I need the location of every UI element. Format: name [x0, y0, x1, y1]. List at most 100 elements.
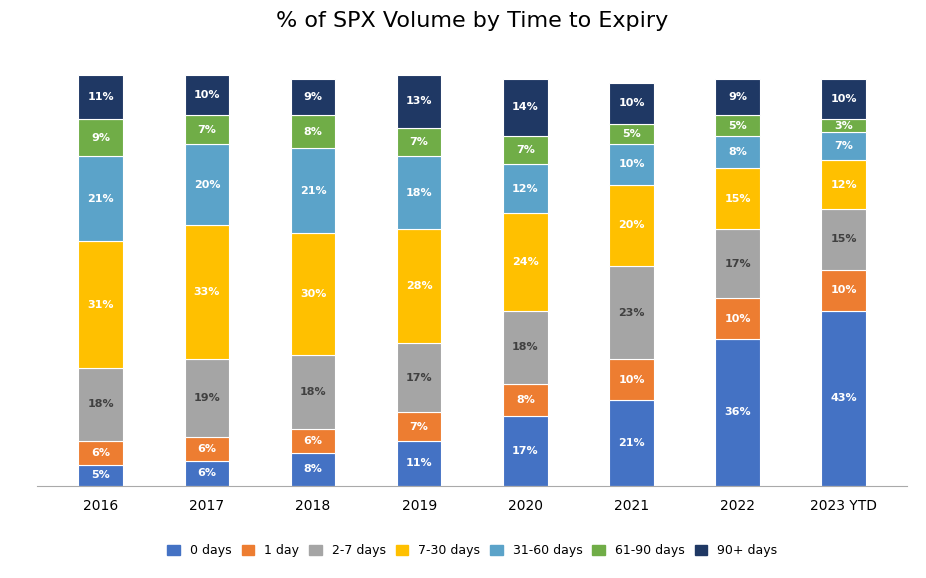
Text: 43%: 43%: [831, 393, 857, 403]
Bar: [821, 120, 866, 132]
Text: 6%: 6%: [197, 444, 217, 454]
Bar: [716, 168, 760, 229]
Text: 10%: 10%: [724, 314, 751, 324]
Bar: [821, 132, 866, 160]
Bar: [821, 209, 866, 270]
Bar: [79, 156, 123, 242]
Text: 5%: 5%: [728, 121, 747, 131]
Bar: [716, 339, 760, 486]
Text: 6%: 6%: [92, 448, 110, 458]
Text: 9%: 9%: [304, 92, 322, 102]
Text: 10%: 10%: [619, 375, 644, 385]
Bar: [79, 441, 123, 465]
Bar: [291, 79, 335, 116]
Bar: [184, 437, 229, 461]
Bar: [184, 144, 229, 225]
Bar: [291, 148, 335, 234]
Text: 10%: 10%: [831, 286, 857, 295]
Bar: [716, 136, 760, 168]
Bar: [503, 310, 547, 384]
Text: 20%: 20%: [194, 180, 220, 190]
Bar: [184, 116, 229, 144]
Text: 31%: 31%: [87, 299, 114, 310]
Bar: [79, 242, 123, 368]
Text: 10%: 10%: [619, 159, 644, 169]
Text: 6%: 6%: [304, 436, 322, 446]
Text: 8%: 8%: [304, 464, 322, 475]
Text: 18%: 18%: [512, 342, 539, 352]
Text: 21%: 21%: [87, 194, 114, 204]
Bar: [397, 412, 442, 441]
Bar: [79, 368, 123, 441]
Text: 5%: 5%: [92, 470, 110, 480]
Text: 17%: 17%: [406, 373, 432, 383]
Bar: [609, 360, 654, 400]
Text: 8%: 8%: [516, 395, 535, 405]
Bar: [291, 234, 335, 355]
Bar: [79, 120, 123, 156]
Bar: [821, 160, 866, 209]
Text: 15%: 15%: [724, 194, 751, 204]
Bar: [716, 79, 760, 116]
Bar: [184, 461, 229, 486]
Bar: [291, 355, 335, 428]
Bar: [291, 453, 335, 486]
Bar: [397, 75, 442, 128]
Bar: [609, 83, 654, 124]
Text: 7%: 7%: [197, 125, 217, 135]
Bar: [79, 465, 123, 486]
Bar: [716, 229, 760, 298]
Text: 10%: 10%: [194, 90, 220, 100]
Bar: [397, 128, 442, 156]
Text: 21%: 21%: [619, 438, 644, 448]
Text: 18%: 18%: [406, 188, 432, 198]
Bar: [503, 384, 547, 416]
Bar: [291, 428, 335, 453]
Text: 17%: 17%: [512, 446, 539, 456]
Bar: [503, 213, 547, 310]
Text: 12%: 12%: [512, 184, 539, 194]
Text: 3%: 3%: [834, 121, 853, 131]
Text: 12%: 12%: [831, 180, 857, 190]
Text: 5%: 5%: [622, 129, 641, 139]
Text: 7%: 7%: [409, 137, 429, 147]
Bar: [609, 266, 654, 360]
Bar: [79, 75, 123, 120]
Bar: [609, 184, 654, 266]
Text: 8%: 8%: [728, 147, 747, 157]
Text: 19%: 19%: [194, 393, 220, 403]
Text: 24%: 24%: [512, 257, 539, 267]
Text: 18%: 18%: [87, 399, 114, 409]
Bar: [397, 229, 442, 343]
Bar: [821, 270, 866, 310]
Text: 30%: 30%: [300, 290, 326, 299]
Bar: [184, 225, 229, 360]
Bar: [397, 441, 442, 486]
Text: 23%: 23%: [619, 307, 644, 318]
Text: 7%: 7%: [516, 145, 535, 155]
Text: 28%: 28%: [406, 281, 432, 291]
Text: 10%: 10%: [831, 94, 857, 104]
Bar: [503, 164, 547, 213]
Bar: [821, 310, 866, 486]
Bar: [609, 144, 654, 184]
Bar: [821, 79, 866, 120]
Text: 15%: 15%: [831, 235, 857, 244]
Text: 21%: 21%: [300, 186, 326, 195]
Text: 36%: 36%: [724, 407, 751, 417]
Bar: [184, 360, 229, 437]
Text: 33%: 33%: [194, 287, 220, 297]
Text: 18%: 18%: [300, 387, 326, 397]
Text: 6%: 6%: [197, 468, 217, 479]
Bar: [716, 298, 760, 339]
Text: 17%: 17%: [724, 259, 751, 269]
Text: 7%: 7%: [834, 141, 853, 151]
Text: 20%: 20%: [619, 220, 644, 230]
Text: 13%: 13%: [406, 96, 432, 106]
Legend: 0 days, 1 day, 2-7 days, 7-30 days, 31-60 days, 61-90 days, 90+ days: 0 days, 1 day, 2-7 days, 7-30 days, 31-6…: [168, 544, 777, 558]
Text: 14%: 14%: [512, 102, 539, 112]
Bar: [609, 124, 654, 144]
Bar: [291, 116, 335, 148]
Bar: [184, 75, 229, 116]
Text: 9%: 9%: [728, 92, 747, 102]
